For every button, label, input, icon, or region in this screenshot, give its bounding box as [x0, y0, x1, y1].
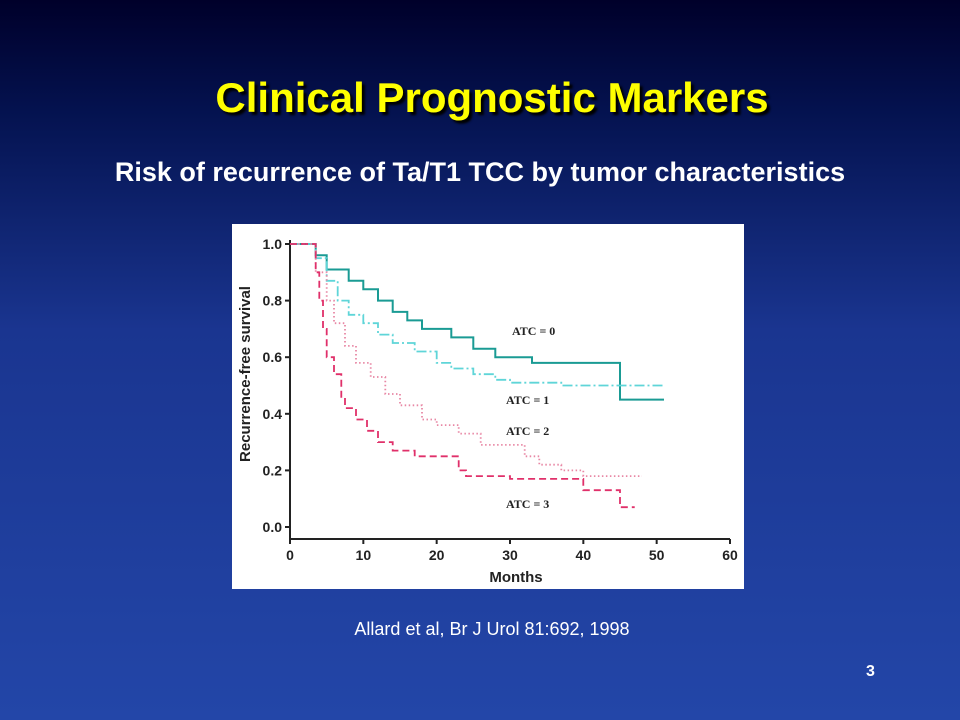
- citation: Allard et al, Br J Urol 81:692, 1998: [354, 619, 630, 639]
- page-number: 3: [866, 663, 875, 680]
- y-tick-label: 0.0: [263, 519, 283, 535]
- series-line-atc-3: [290, 243, 635, 509]
- series-label-atc-3: ATC = 3: [506, 497, 549, 511]
- series-line-atc-1: [290, 243, 664, 387]
- y-tick-label: 0.8: [263, 293, 283, 309]
- y-axis-title: Recurrence-free survival: [237, 286, 254, 462]
- survival-chart-svg: Recurrence-free survival Months 0.0 0.2 0.…: [237, 236, 738, 586]
- survival-chart: Recurrence-free survival Months 0.0 0.2 0.…: [232, 224, 744, 589]
- x-tick-label: 10: [356, 547, 372, 563]
- slide-title: Clinical Prognostic Markers: [215, 74, 769, 121]
- series-label-atc-1: ATC = 1: [506, 393, 549, 407]
- x-tick-label: 60: [722, 547, 738, 563]
- y-tick-label: 0.6: [263, 349, 283, 365]
- x-tick-label: 30: [502, 547, 518, 563]
- x-tick-label: 40: [576, 547, 592, 563]
- x-tick-label: 20: [429, 547, 445, 563]
- x-tick-label: 50: [649, 547, 665, 563]
- series-line-atc-0: [290, 243, 664, 401]
- series-label-atc-0: ATC = 0: [512, 324, 555, 338]
- y-tick-label: 1.0: [263, 236, 283, 252]
- x-axis-title: Months: [489, 569, 542, 586]
- y-tick-label: 0.2: [263, 462, 283, 478]
- series-label-atc-2: ATC = 2: [506, 424, 549, 438]
- x-tick-label: 0: [286, 547, 294, 563]
- y-tick-label: 0.4: [263, 406, 283, 422]
- slide-subtitle: Risk of recurrence of Ta/T1 TCC by tumor…: [114, 157, 846, 187]
- series-line-atc-2: [290, 243, 642, 477]
